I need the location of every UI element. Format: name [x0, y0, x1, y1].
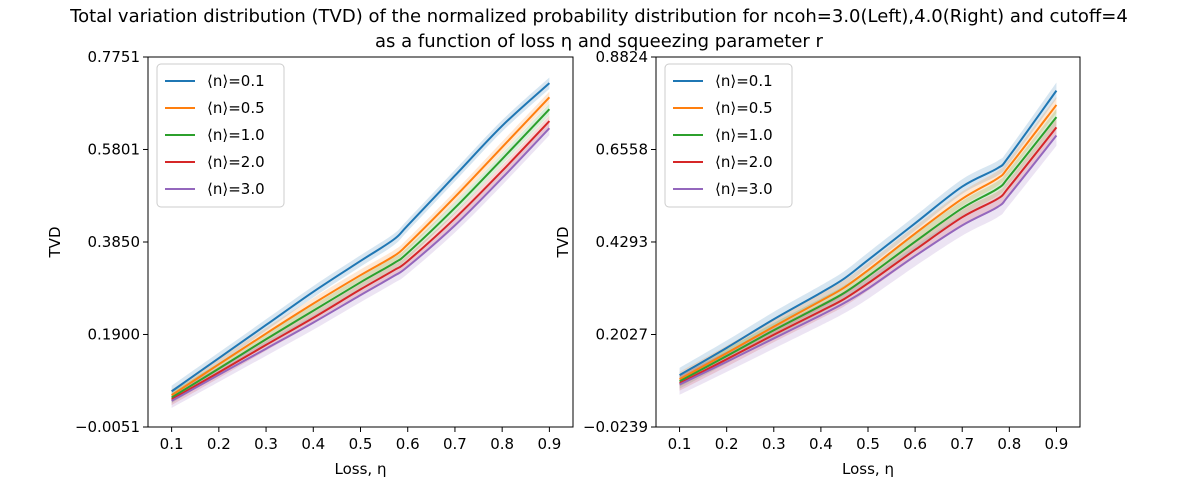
left-legend-box [156, 63, 285, 208]
right-y-tick-label: 0.8824 [596, 48, 649, 66]
right-x-tick-label: 0.1 [668, 435, 692, 453]
right-y-tick-label: 0.4293 [596, 233, 649, 251]
right-legend-label-2: ⟨n⟩=1.0 [715, 126, 773, 144]
left-line-series-2 [171, 108, 551, 399]
left-x-tick-label: 0.5 [349, 435, 373, 453]
left-panel: 0.1 0.2 0.3 0.4 0.5 0.6 0.7 0.8 0.9 −0.0051 0.1900… [46, 48, 574, 478]
left-band-series-3 [171, 115, 550, 406]
left-line-series-1 [171, 96, 551, 397]
left-line-series-3 [171, 120, 551, 401]
left-y-axis-label: TVD [46, 227, 64, 259]
left-legend-label-1: ⟨n⟩=0.5 [207, 99, 265, 117]
right-x-tick-label: 0.3 [762, 435, 786, 453]
left-x-tick-label: 0.6 [396, 435, 420, 453]
left-line-series-4 [171, 127, 551, 402]
left-legend-label-3: ⟨n⟩=2.0 [207, 153, 265, 171]
right-legend-box [664, 63, 793, 208]
right-x-tick-label: 0.9 [1045, 435, 1069, 453]
left-legend: ⟨n⟩=0.1 ⟨n⟩=0.5 ⟨n⟩=1.0 ⟨n⟩=2.0 ⟨n⟩=3.0 [156, 63, 285, 208]
right-line-series-2 [679, 116, 1058, 383]
right-legend-label-0: ⟨n⟩=0.1 [715, 72, 773, 90]
right-x-tick-label: 0.6 [903, 435, 927, 453]
left-legend-label-0: ⟨n⟩=0.1 [207, 72, 265, 90]
right-x-tick-label: 0.4 [809, 435, 833, 453]
left-legend-label-4: ⟨n⟩=3.0 [207, 180, 265, 198]
left-x-tick-label: 0.9 [537, 435, 561, 453]
figure-title-line-1: Total variation distribution (TVD) of th… [69, 6, 1128, 27]
left-x-tick-label: 0.1 [160, 435, 184, 453]
right-legend: ⟨n⟩=0.1 ⟨n⟩=0.5 ⟨n⟩=1.0 ⟨n⟩=2.0 ⟨n⟩=3.0 [664, 63, 793, 208]
right-x-tick-label: 0.5 [856, 435, 880, 453]
left-y-tick-label: 0.3850 [88, 233, 141, 251]
right-line-series-3 [679, 126, 1058, 385]
right-x-tick-label: 0.8 [997, 435, 1021, 453]
left-legend-label-2: ⟨n⟩=1.0 [207, 126, 265, 144]
right-legend-label-3: ⟨n⟩=2.0 [715, 153, 773, 171]
right-x-tick-label: 0.2 [715, 435, 739, 453]
right-legend-label-4: ⟨n⟩=3.0 [715, 180, 773, 198]
left-x-tick-label: 0.2 [207, 435, 231, 453]
left-x-tick-label: 0.4 [301, 435, 325, 453]
left-x-tick-label: 0.3 [254, 435, 278, 453]
right-y-axis-label: TVD [554, 227, 572, 259]
left-line-series-0 [171, 82, 551, 393]
left-x-tick-label: 0.7 [443, 435, 467, 453]
right-line-series-1 [679, 104, 1058, 381]
right-line-series-0 [679, 90, 1058, 377]
right-legend-label-1: ⟨n⟩=0.5 [715, 99, 773, 117]
right-panel: 0.1 0.2 0.3 0.4 0.5 0.6 0.7 0.8 0.9 −0.0239 0.2027… [554, 48, 1081, 478]
left-y-tick-label: 0.7751 [88, 48, 141, 66]
left-x-tick-label: 0.8 [490, 435, 514, 453]
right-y-tick-label: 0.6558 [596, 141, 649, 159]
left-y-tick-label: −0.0051 [75, 418, 140, 436]
right-y-tick-label: 0.2027 [596, 325, 649, 343]
right-x-axis-label: Loss, η [842, 460, 894, 478]
left-x-axis-label: Loss, η [335, 460, 387, 478]
left-y-tick-label: 0.5801 [88, 140, 141, 158]
right-x-tick-label: 0.7 [950, 435, 974, 453]
right-line-series-4 [679, 134, 1058, 386]
left-y-tick-label: 0.1900 [88, 325, 141, 343]
figure-title-line-2: as a function of loss η and squeezing pa… [375, 31, 824, 52]
right-band-series-4 [679, 125, 1057, 395]
right-y-tick-label: −0.0239 [583, 418, 648, 436]
